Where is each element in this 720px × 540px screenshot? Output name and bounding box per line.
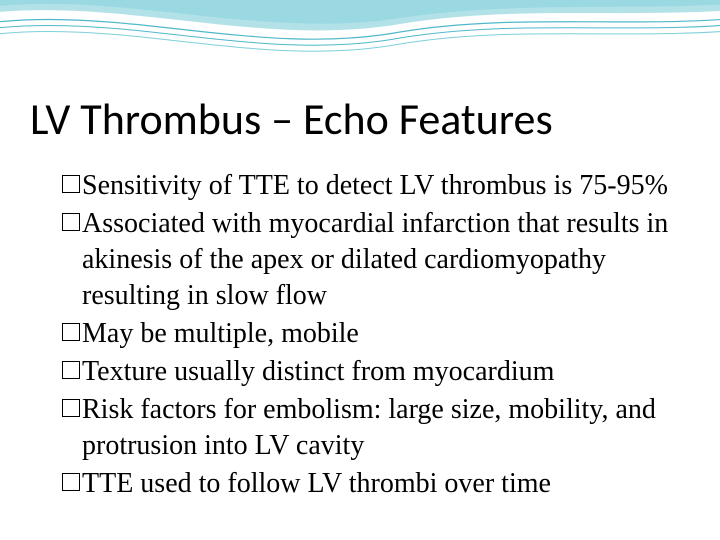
slide-title: LV Thrombus – Echo Features	[30, 92, 553, 146]
bullet-box-icon	[62, 213, 80, 231]
bullet-box-icon	[62, 323, 80, 341]
bullet-box-icon	[62, 399, 80, 417]
bullet-box-icon	[62, 361, 80, 379]
bullet-item: Sensitivity of TTE to detect LV thrombus…	[62, 168, 680, 204]
slide-body: Sensitivity of TTE to detect LV thrombus…	[62, 168, 680, 504]
wave-fill-2	[0, 0, 720, 30]
bullet-text: Texture usually distinct from myocardium	[82, 354, 680, 390]
wave-line-1	[0, 16, 720, 39]
bullet-item: Texture usually distinct from myocardium	[62, 354, 680, 390]
wave-fill-3	[0, 0, 720, 24]
bullet-item: TTE used to follow LV thrombi over time	[62, 466, 680, 502]
bullet-text: Risk factors for embolism: large size, m…	[82, 392, 680, 464]
bullet-box-icon	[62, 175, 80, 193]
bullet-text: TTE used to follow LV thrombi over time	[82, 466, 680, 502]
bullet-item: Risk factors for embolism: large size, m…	[62, 392, 680, 464]
wave-svg	[0, 0, 720, 80]
bullet-item: May be multiple, mobile	[62, 316, 680, 352]
bullet-text: May be multiple, mobile	[82, 316, 680, 352]
bullet-text: Associated with myocardial infarction th…	[82, 206, 680, 314]
wave-line-3	[0, 28, 720, 51]
wave-line-2	[0, 22, 720, 45]
bullet-item: Associated with myocardial infarction th…	[62, 206, 680, 314]
bullet-box-icon	[62, 473, 80, 491]
bullet-text: Sensitivity of TTE to detect LV thrombus…	[82, 168, 680, 204]
header-wave-decoration	[0, 0, 720, 80]
